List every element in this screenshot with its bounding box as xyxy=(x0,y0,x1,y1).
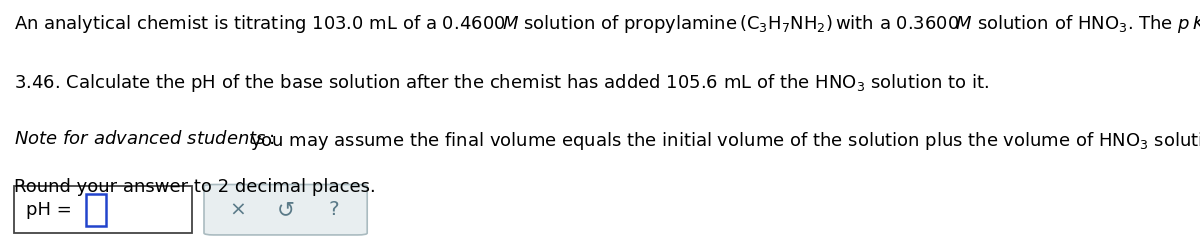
Text: Round your answer to 2 decimal places.: Round your answer to 2 decimal places. xyxy=(14,178,376,196)
Text: An analytical chemist is titrating 103.0 mL of a 0.4600$\!\mathit{M}$ solution o: An analytical chemist is titrating 103.0… xyxy=(14,13,1200,35)
FancyBboxPatch shape xyxy=(14,186,192,233)
Text: pH =: pH = xyxy=(26,201,72,219)
Text: ↺: ↺ xyxy=(276,200,295,220)
Text: 3.46. Calculate the pH of the base solution after the chemist has added 105.6 mL: 3.46. Calculate the pH of the base solut… xyxy=(14,72,989,94)
FancyBboxPatch shape xyxy=(204,185,367,235)
Text: $\it{Note\ for\ advanced\ students:}$: $\it{Note\ for\ advanced\ students:}$ xyxy=(14,130,275,148)
FancyBboxPatch shape xyxy=(86,194,106,226)
Text: ?: ? xyxy=(329,200,338,219)
Text: you may assume the final volume equals the initial volume of the solution plus t: you may assume the final volume equals t… xyxy=(250,130,1200,152)
Text: ×: × xyxy=(229,200,246,219)
